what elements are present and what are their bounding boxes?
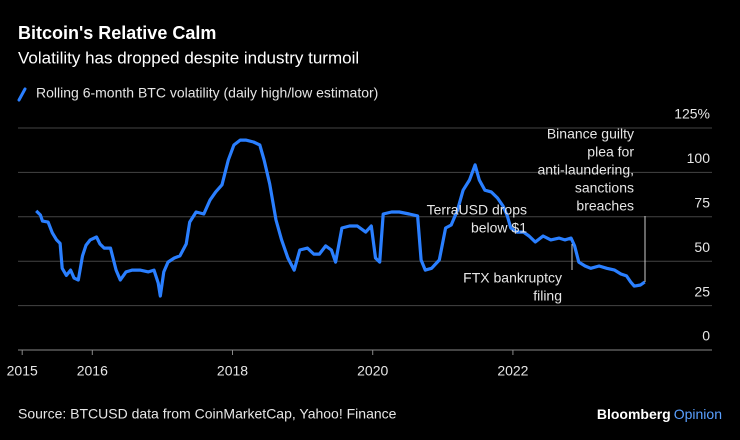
y-tick-label: 0 bbox=[702, 328, 710, 344]
source: Source: BTCUSD data from CoinMarketCap, … bbox=[18, 406, 397, 422]
logo-section: Opinion bbox=[674, 406, 722, 422]
y-tick-label: 50 bbox=[694, 239, 710, 255]
annotation-text: Binance guilty bbox=[547, 126, 634, 142]
x-tick-label: 2016 bbox=[77, 363, 108, 379]
annotation-text: filing bbox=[533, 288, 562, 304]
annotation-text: FTX bankruptcy bbox=[463, 270, 562, 286]
chart-title: Bitcoin's Relative Calm bbox=[18, 23, 216, 43]
y-tick-label: 75 bbox=[694, 195, 710, 211]
y-tick-label: 100 bbox=[687, 150, 711, 166]
y-tick-label: 125% bbox=[674, 106, 710, 122]
chart-subtitle: Volatility has dropped despite industry … bbox=[18, 48, 359, 67]
annotation-text: anti-laundering, bbox=[537, 162, 634, 178]
x-tick-label: 2020 bbox=[357, 363, 388, 379]
y-tick-label: 25 bbox=[694, 283, 710, 299]
annotation-text: plea for bbox=[587, 144, 634, 160]
x-tick-label: 2015 bbox=[7, 363, 38, 379]
annotation-text: sanctions bbox=[575, 180, 634, 196]
annotation-text: below $1 bbox=[471, 220, 527, 236]
annotation-text: breaches bbox=[576, 198, 634, 214]
legend-label: Rolling 6-month BTC volatility (daily hi… bbox=[36, 85, 378, 101]
x-tick-label: 2018 bbox=[217, 363, 248, 379]
logo: Bloomberg Opinion bbox=[597, 406, 722, 422]
data-line bbox=[35, 138, 646, 298]
annotation-text: TerraUSD drops bbox=[427, 202, 527, 218]
legend-swatch bbox=[17, 87, 27, 102]
x-tick-label: 2022 bbox=[497, 363, 528, 379]
logo-brand: Bloomberg bbox=[597, 406, 671, 422]
